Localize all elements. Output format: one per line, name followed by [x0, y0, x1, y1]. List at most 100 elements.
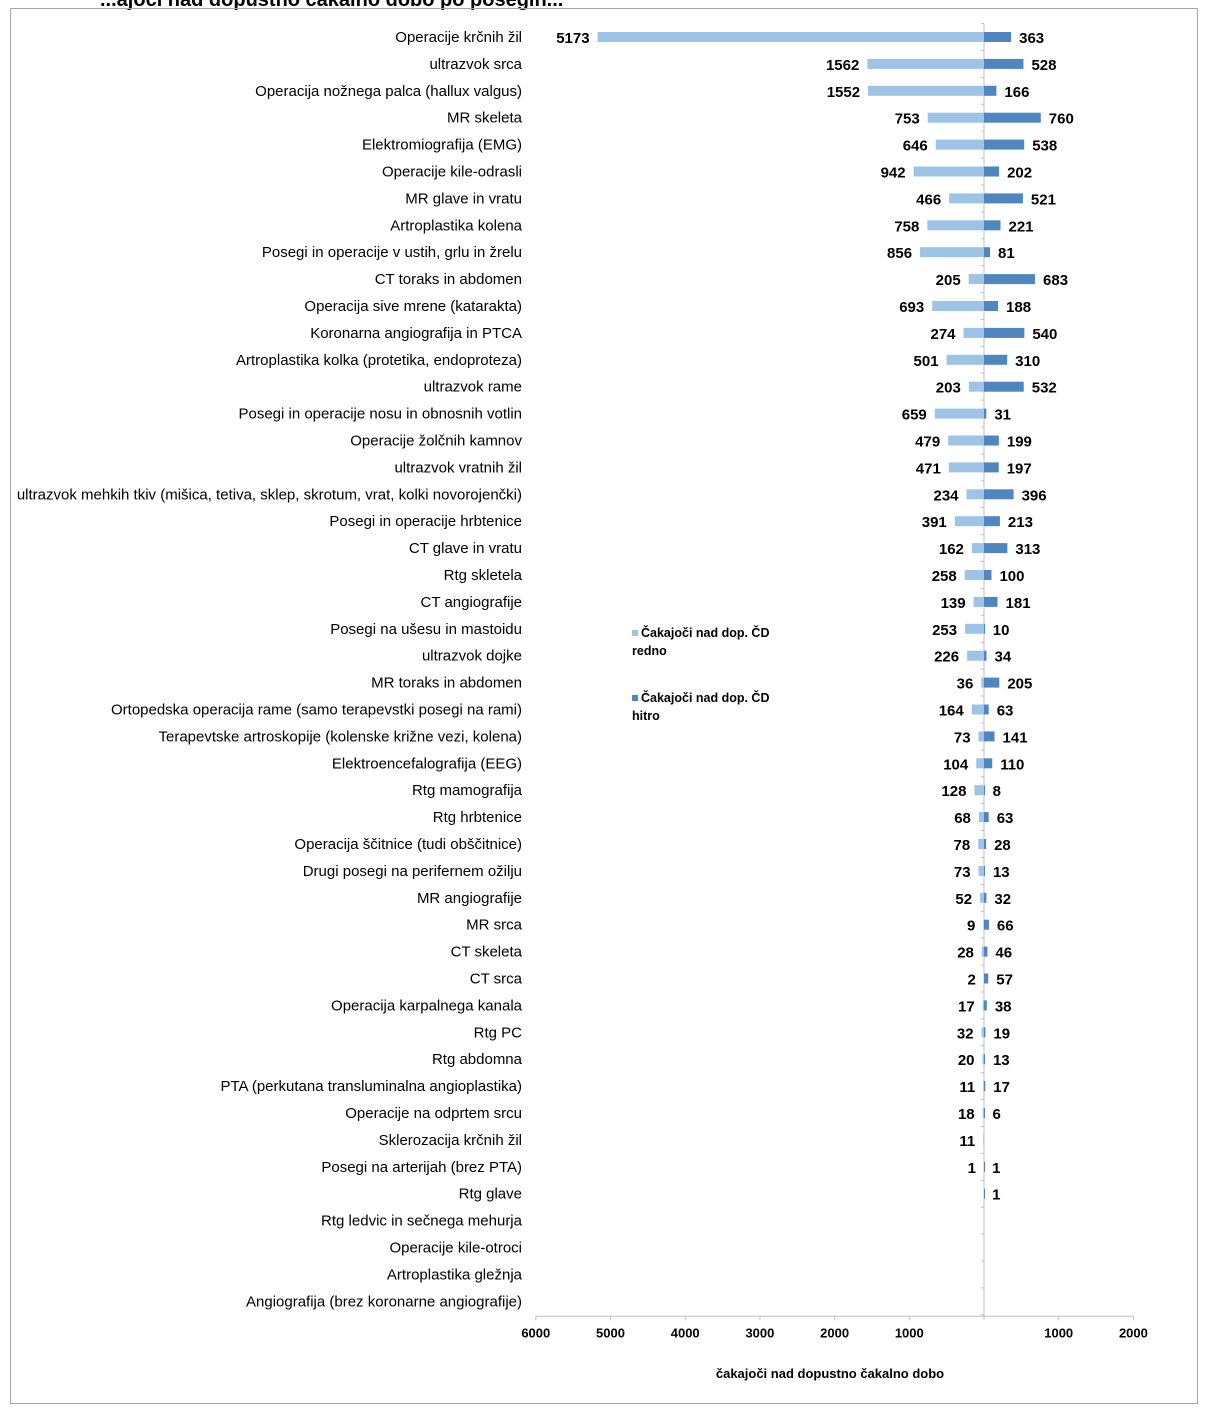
- category-label: Drugi posegi na perifernem ožilju: [303, 863, 522, 880]
- bar-hitro: [984, 865, 985, 876]
- bar-hitro: [984, 623, 985, 634]
- data-label-redno: 1: [968, 1160, 976, 1177]
- data-label-redno: 659: [902, 407, 927, 424]
- category-label: Operacija nožnega palca (hallux valgus): [255, 83, 522, 100]
- data-label-hitro: 13: [993, 864, 1010, 881]
- bar-hitro: [984, 758, 993, 769]
- bar-redno: [981, 677, 984, 688]
- category-label: MR angiografije: [417, 890, 522, 907]
- data-label-redno: 128: [941, 783, 966, 800]
- data-label-redno: 226: [934, 649, 959, 666]
- data-label-hitro: 1: [992, 1187, 1000, 1204]
- bar-hitro: [984, 650, 987, 661]
- data-label-hitro: 538: [1032, 138, 1057, 155]
- legend-swatch-redno: [632, 630, 638, 636]
- category-label: CT skeleta: [451, 944, 523, 961]
- data-label-redno: 164: [939, 703, 965, 720]
- legend-label-redno-line1: Čakajoči nad dop. ČD: [641, 626, 770, 640]
- category-label: MR skeleta: [447, 110, 523, 127]
- data-label-hitro: 760: [1049, 111, 1074, 128]
- bar-hitro: [984, 408, 987, 419]
- bar-redno: [971, 704, 984, 715]
- category-label: Posegi in operacije v ustih, grlu in žre…: [262, 244, 522, 261]
- bar-hitro: [984, 1108, 985, 1118]
- bar-redno: [983, 919, 985, 930]
- data-label-hitro: 34: [995, 649, 1012, 666]
- category-label: Posegi in operacije nosu in obnosnih vot…: [238, 406, 522, 423]
- category-label: Operacije žolčnih kamnov: [350, 433, 522, 450]
- data-label-redno: 253: [932, 622, 957, 639]
- data-label-hitro: 532: [1032, 380, 1057, 397]
- bar-redno: [932, 301, 984, 311]
- data-label-hitro: 197: [1007, 460, 1032, 477]
- bar-hitro: [984, 812, 989, 823]
- bar-hitro: [984, 516, 1000, 527]
- bar-hitro: [984, 220, 1001, 231]
- bar-hitro: [984, 1188, 985, 1199]
- data-label-hitro: 110: [1000, 756, 1024, 773]
- category-label: MR glave in vratu: [405, 190, 522, 207]
- bar-hitro: [984, 85, 997, 96]
- bar-hitro: [984, 919, 989, 930]
- data-label-redno: 205: [936, 272, 961, 289]
- data-label-redno: 274: [931, 326, 957, 343]
- bar-hitro: [984, 301, 999, 311]
- bar-hitro: [984, 946, 988, 957]
- data-label-hitro: 38: [995, 998, 1012, 1015]
- bar-hitro: [984, 1000, 987, 1011]
- data-label-hitro: 57: [996, 972, 1013, 989]
- bar-redno: [965, 623, 984, 634]
- bar-redno: [971, 543, 984, 554]
- category-label: MR toraks in abdomen: [371, 675, 522, 692]
- data-label-hitro: 81: [998, 245, 1015, 262]
- bar-hitro: [984, 1027, 986, 1038]
- data-label-redno: 73: [954, 729, 971, 746]
- data-label-redno: 758: [894, 218, 919, 235]
- category-label: Posegi in operacije hrbtenice: [329, 513, 522, 530]
- data-label-redno: 32: [957, 1025, 974, 1042]
- x-tick-label: 3000: [745, 1325, 774, 1340]
- data-label-redno: 68: [954, 810, 971, 827]
- category-label: CT angiografije: [421, 594, 522, 611]
- data-label-redno: 28: [957, 945, 974, 962]
- category-label: Operacija karpalnega kanala: [331, 997, 523, 1014]
- bar-redno: [982, 1054, 984, 1065]
- data-label-hitro: 528: [1031, 57, 1056, 74]
- data-label-redno: 139: [941, 595, 966, 612]
- data-label-hitro: 28: [994, 837, 1011, 854]
- bar-redno: [973, 596, 984, 607]
- bar-hitro: [984, 166, 1000, 177]
- data-label-hitro: 1: [992, 1160, 1000, 1177]
- data-label-hitro: 188: [1006, 299, 1031, 316]
- category-label: Operacija ščitnice (tudi obščitnice): [294, 836, 522, 853]
- category-label: Rtg hrbtenice: [433, 809, 522, 826]
- category-label: Ortopedska operacija rame (samo terapevs…: [111, 702, 522, 719]
- data-label-redno: 1552: [827, 84, 860, 101]
- data-label-hitro: 63: [997, 810, 1014, 827]
- data-label-redno: 73: [954, 864, 971, 881]
- category-label: Rtg skletela: [444, 567, 523, 584]
- data-label-redno: 1562: [826, 57, 859, 74]
- data-label-hitro: 8: [993, 783, 1001, 800]
- x-tick-label: 4000: [671, 1325, 700, 1340]
- data-label-hitro: 6: [992, 1106, 1000, 1123]
- category-label: Rtg abdomna: [432, 1051, 523, 1068]
- data-label-redno: 11: [959, 1079, 975, 1096]
- category-label: MR srca: [466, 917, 522, 934]
- category-label: Posegi na ušesu in mastoidu: [330, 621, 522, 638]
- data-label-hitro: 19: [993, 1025, 1010, 1042]
- data-label-hitro: 205: [1007, 676, 1032, 693]
- bar-redno: [935, 139, 984, 150]
- bar-hitro: [984, 1081, 986, 1092]
- bar-hitro: [984, 139, 1025, 150]
- data-label-redno: 9: [967, 918, 975, 935]
- bar-redno: [980, 892, 984, 903]
- data-label-redno: 36: [957, 676, 974, 693]
- data-label-redno: 5173: [556, 30, 589, 47]
- legend-item-hitro: Čakajoči nad dop. ČD hitro: [632, 689, 812, 725]
- x-tick-label: 2000: [820, 1325, 849, 1340]
- bar-redno: [867, 58, 984, 69]
- bar-hitro: [984, 58, 1024, 69]
- bar-hitro: [984, 247, 991, 258]
